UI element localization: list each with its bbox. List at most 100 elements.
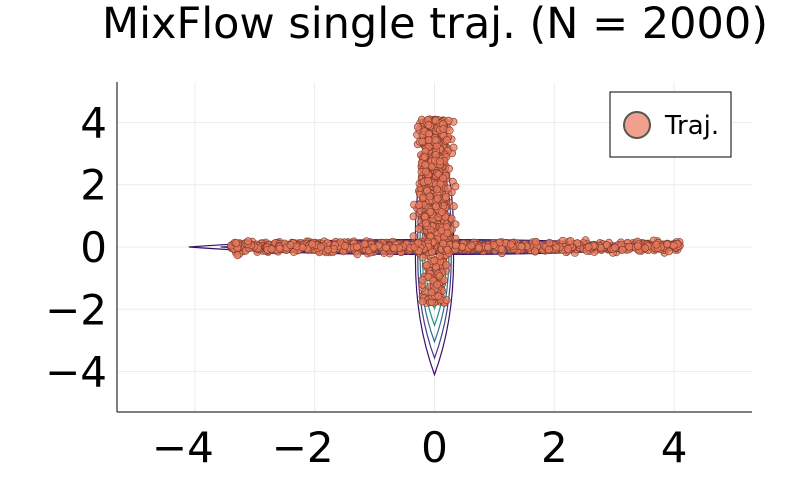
scatter-point [419,193,427,202]
scatter-point [618,245,627,254]
scatter-point [340,242,349,250]
scatter-point [552,243,561,252]
scatter-point [233,251,242,260]
scatter-point [566,237,575,245]
scatter-point [425,192,434,201]
scatter-point [421,219,430,228]
scatter-point [663,240,672,249]
scatter-point [389,244,398,252]
scatter-point [458,242,467,251]
scatter-point [474,244,483,253]
x-tick-labels: −4 −2 0 2 4 [152,423,688,472]
y-tick-label: 0 [80,223,107,272]
scatter-point [415,201,424,209]
scatter-point [669,241,678,250]
scatter-point [422,261,431,270]
scatter-point [431,202,440,211]
scatter-point [545,245,553,254]
scatter-point [438,208,446,216]
scatter-point [286,241,295,249]
scatter-point [443,245,452,254]
scatter-point [424,177,432,185]
scatter-point [427,288,436,297]
scatter-point [360,240,369,248]
scatter-point [451,220,460,229]
x-tick-label: 0 [421,423,448,472]
scatter-point [445,164,453,173]
legend-label: Traj. [664,111,719,141]
scatter-point [442,136,451,144]
scatter-point [564,244,572,253]
scatter-point [442,261,451,270]
chart-title: MixFlow single traj. (N = 2000) [102,0,768,49]
scatter-point [430,256,439,265]
scatter-point [431,136,440,145]
axes [116,82,752,413]
y-tick-label: 4 [80,98,107,147]
scatter-point [409,232,418,241]
scatter-point [418,297,427,306]
scatter-point [439,124,448,133]
scatter-point [369,243,378,252]
y-tick-labels: −4 −2 0 2 4 [45,98,107,396]
scatter-point [506,240,515,249]
scatter-point [439,239,447,248]
scatter-point [414,238,423,247]
scatter-point [449,143,458,152]
scatter-point [422,167,430,176]
scatter-point [267,245,276,253]
scatter-point [641,244,649,253]
scatter-point [308,240,317,249]
scatter-point [433,185,441,194]
scatter-point [489,241,498,249]
scatter-points [227,115,684,307]
x-tick-label: −4 [152,423,214,472]
scatter-point [426,207,435,216]
scatter-point [414,224,423,233]
scatter-point [424,136,433,144]
scatter-point [298,243,307,252]
scatter-point [316,242,325,251]
scatter-point [442,193,450,201]
scatter-point [665,247,673,256]
x-tick-label: 2 [541,423,568,472]
scatter-point [451,241,460,250]
scatter-point [443,229,452,237]
scatter-point [531,247,539,256]
scatter-point [434,292,443,301]
scatter-point [244,237,252,246]
scatter-point [409,212,418,221]
scatter-point [433,194,442,203]
scatter-point [420,153,429,161]
scatter-point [444,116,453,125]
y-tick-label: −2 [45,285,107,334]
scatter-point [413,123,422,131]
scatter-point [451,182,460,191]
scatter-point [652,240,661,249]
x-tick-label: −2 [272,423,334,472]
scatter-point [433,280,441,289]
scatter-point [439,174,447,183]
scatter-point [611,243,619,252]
scatter-point [232,239,241,248]
scatter-point [436,157,444,166]
scatter-point [323,245,332,254]
scatter-point [418,137,427,146]
scatter-point [435,272,444,281]
scatter-point [633,242,642,250]
scatter-point [431,116,440,125]
scatter-point [353,250,362,259]
x-tick-label: 4 [661,423,688,472]
scatter-point [497,245,506,253]
scatter-point [424,121,433,129]
scatter-point [442,296,451,305]
scatter-point [517,242,526,251]
scatter-point [352,242,361,251]
y-tick-label: 2 [80,161,107,210]
scatter-point [382,243,390,252]
scatter-point [467,241,476,250]
scatter-point [625,242,634,251]
legend: Traj. [609,91,732,158]
scatter-point [443,184,452,193]
